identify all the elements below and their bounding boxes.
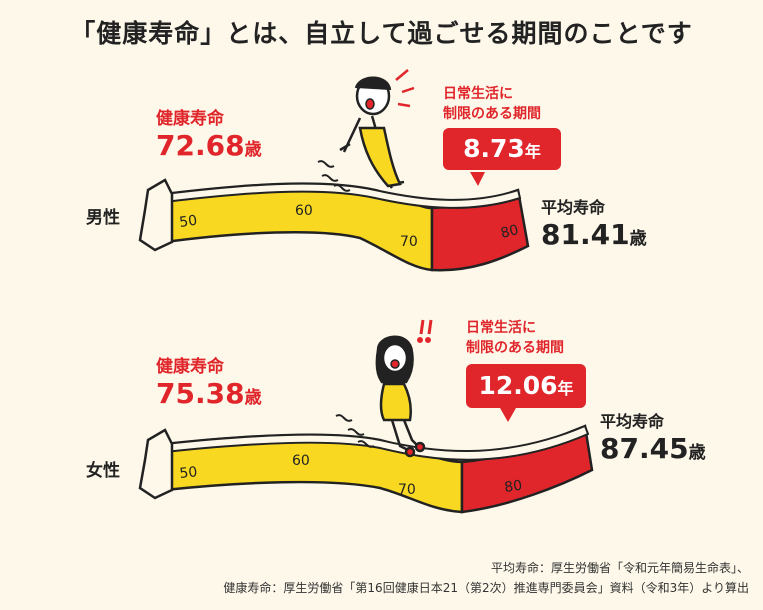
male-figure-icon — [339, 76, 405, 189]
male-callout-line1: 日常生活に — [443, 86, 513, 102]
male-callout-pointer — [470, 172, 485, 186]
male-healthy-life-value: 72.68 — [156, 129, 245, 162]
male-limited-period-value: 8.73 — [463, 134, 525, 163]
female-healthy-life-unit: 歳 — [244, 388, 262, 408]
female-average-life-block: 平均寿命 87.45歳 — [600, 408, 706, 465]
male-tick-label: 70 — [400, 234, 418, 250]
male-limited-period-badge: 8.73年 — [443, 128, 561, 170]
female-healthy-life-block: 健康寿命 75.38歳 — [156, 352, 262, 410]
male-band-top-edge — [164, 182, 522, 209]
female-average-life-value: 87.45 — [600, 432, 689, 465]
male-average-life-unit: 歳 — [629, 229, 647, 249]
male-gender-label: 男性 — [86, 208, 120, 228]
female-band-top-edge — [164, 424, 590, 461]
male-healthy-life-label: 健康寿命 — [156, 109, 224, 129]
female-healthy-life-label: 健康寿命 — [156, 357, 224, 377]
female-motion-lines-icon — [335, 414, 375, 448]
male-band-start-cap — [138, 178, 174, 252]
male-limited-period-unit: 年 — [524, 142, 541, 161]
female-callout: 日常生活に 制限のある期間 12.06年 — [466, 318, 586, 408]
male-tick-label: 60 — [295, 203, 313, 219]
source-line-1: 平均寿命：厚生労働省「令和元年簡易生命表」、 — [490, 561, 749, 575]
female-tick-label: 50 — [179, 464, 198, 482]
male-average-life-block: 平均寿命 81.41歳 — [541, 194, 647, 251]
female-tick-label: 70 — [398, 482, 416, 498]
male-callout: 日常生活に 制限のある期間 8.73年 — [443, 84, 561, 170]
source-line-2: 健康寿命：厚生労働省「第16回健康日本21（第2次）推進専門委員会」資料（令和3… — [223, 581, 749, 595]
female-callout-pointer — [500, 408, 516, 422]
female-gender-label: 女性 — [86, 461, 120, 481]
female-exclamation-icon — [417, 319, 433, 343]
female-band-start-cap — [138, 428, 174, 500]
male-callout-line2: 制限のある期間 — [443, 106, 541, 122]
male-healthy-life-block: 健康寿命 72.68歳 — [156, 104, 262, 162]
female-callout-line2: 制限のある期間 — [466, 340, 564, 356]
male-motion-lines-icon — [317, 160, 351, 192]
female-figure-icon — [375, 335, 426, 458]
male-average-life-value: 81.41 — [541, 218, 630, 251]
male-tick-label: 80 — [499, 222, 520, 242]
female-limited-period-badge: 12.06年 — [466, 364, 586, 408]
page-title: 「健康寿命」とは、自立して過ごせる期間のことです — [70, 19, 693, 48]
male-average-life-label: 平均寿命 — [541, 198, 606, 217]
male-shock-lines-icon — [395, 69, 415, 108]
female-limited-period-unit: 年 — [557, 379, 574, 398]
female-tick-label: 60 — [292, 453, 310, 469]
female-average-life-unit: 歳 — [688, 443, 706, 463]
female-limited-period-value: 12.06 — [478, 371, 558, 400]
male-healthy-life-unit: 歳 — [244, 140, 262, 160]
female-healthy-life-value: 75.38 — [156, 377, 245, 410]
female-tick-label: 80 — [503, 478, 523, 496]
male-tick-label: 50 — [178, 213, 198, 231]
source-note: 平均寿命：厚生労働省「令和元年簡易生命表」、 健康寿命：厚生労働省「第16回健康… — [9, 558, 749, 598]
female-average-life-label: 平均寿命 — [600, 412, 665, 431]
female-callout-line1: 日常生活に — [466, 320, 536, 336]
